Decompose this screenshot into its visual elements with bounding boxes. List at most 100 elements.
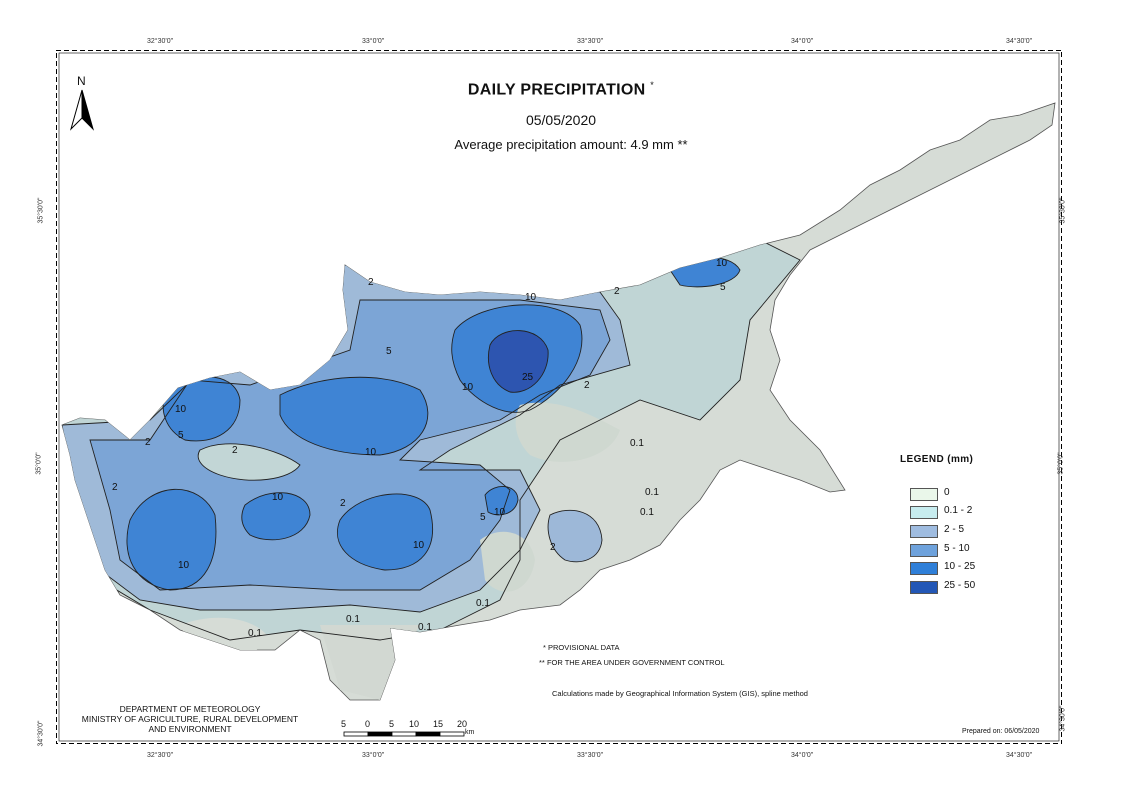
contour-label: 0.1	[645, 487, 659, 498]
zone-25-50	[488, 330, 549, 393]
longitude-label-top: 33°0'0"	[362, 38, 385, 45]
contour-label: 2	[368, 277, 374, 288]
legend-label: 0	[944, 487, 950, 498]
contour-label: 0.1	[346, 614, 360, 625]
department-line: AND ENVIRONMENT	[148, 724, 232, 734]
contour-label: 10	[175, 404, 187, 415]
longitude-label-bottom: 32°30'0"	[147, 752, 174, 759]
contour-label: 0.1	[630, 438, 644, 449]
contour-line	[126, 488, 217, 591]
contour-label: 10	[365, 447, 377, 458]
contour-label: 10	[716, 258, 728, 269]
contour-label: 0.1	[418, 622, 432, 633]
longitude-label-top: 34°0'0"	[791, 38, 814, 45]
department-block: DEPARTMENT OF METEOROLOGY MINISTRY OF AG…	[60, 704, 320, 734]
contour-line	[279, 376, 429, 456]
contour-line	[89, 299, 611, 591]
contour-label: 25	[522, 372, 534, 383]
contour-label: 2	[232, 445, 238, 456]
contour-label: 2	[340, 498, 346, 509]
scale-label: 10	[409, 719, 420, 729]
longitude-label-top: 32°30'0"	[147, 38, 174, 45]
title-text: DAILY PRECIPITATION	[467, 81, 646, 99]
zone-10-25	[337, 493, 433, 570]
contour-line	[241, 492, 311, 541]
contour-label: 0.1	[640, 507, 654, 518]
legend-label: 25 - 50	[944, 580, 976, 591]
longitude-label-bottom: 34°0'0"	[791, 752, 814, 759]
department-line: DEPARTMENT OF METEOROLOGY	[119, 704, 261, 714]
legend-label: 5 - 10	[944, 543, 970, 554]
contour-line	[451, 304, 583, 413]
contour-label: 10	[525, 292, 537, 303]
contour-label: 2	[112, 482, 118, 493]
map-title: DAILY PRECIPITATION *	[0, 80, 1122, 99]
legend-title: LEGEND (mm)	[900, 454, 974, 465]
average-precipitation: Average precipitation amount: 4.9 mm **	[454, 137, 688, 152]
contour-label: 2	[145, 437, 151, 448]
zone-0-low	[320, 625, 420, 700]
zone-10-25	[280, 377, 428, 455]
title-marker: *	[650, 80, 655, 90]
scale-label: 0	[365, 719, 371, 729]
contour-label: 2	[584, 380, 590, 391]
longitude-label-bottom: 34°30'0"	[1006, 752, 1033, 759]
longitude-label-bottom: 33°0'0"	[362, 752, 385, 759]
contour-label: 5	[720, 282, 726, 293]
area-note: ** FOR THE AREA UNDER GOVERNMENT CONTROL	[539, 658, 725, 667]
provisional-text: PROVISIONAL DATA	[548, 643, 620, 652]
scale-bar	[343, 731, 465, 737]
contour-label: 10	[178, 560, 190, 571]
contour-label: 0.1	[476, 598, 490, 609]
longitude-label-top: 33°30'0"	[577, 38, 604, 45]
contour-label: 0.1	[248, 628, 262, 639]
contour-label: 10	[272, 492, 284, 503]
legend-swatch	[910, 562, 938, 575]
contour-label: 10	[462, 382, 474, 393]
contour-line	[488, 330, 549, 393]
method-note: Calculations made by Geographical Inform…	[552, 689, 808, 698]
zone-10-25	[485, 486, 518, 515]
contour-label: 5	[386, 346, 392, 357]
contour-label: 5	[480, 512, 486, 523]
zone-10-25	[126, 489, 216, 590]
legend-swatch	[910, 506, 938, 519]
department-line: MINISTRY OF AGRICULTURE, RURAL DEVELOPME…	[81, 714, 299, 724]
legend-label: 0.1 - 2	[944, 505, 973, 516]
zone-10-25	[241, 492, 310, 540]
scale-label: 5	[389, 719, 395, 729]
longitude-label-bottom: 33°30'0"	[577, 752, 604, 759]
area-text: FOR THE AREA UNDER GOVERNMENT CONTROL	[546, 658, 725, 667]
contour-label: 2	[614, 286, 620, 297]
legend-label: 10 - 25	[944, 561, 976, 572]
longitude-label-top: 34°30'0"	[1006, 38, 1033, 45]
zone-0-low	[198, 443, 300, 481]
legend-swatch	[910, 488, 938, 501]
map-date: 05/05/2020	[525, 112, 597, 128]
scale-label: 15	[433, 719, 444, 729]
provisional-marker: *	[543, 643, 546, 652]
legend-label: 2 - 5	[944, 524, 965, 535]
provisional-note: * PROVISIONAL DATA	[543, 643, 620, 652]
scale-unit: km	[465, 729, 475, 736]
contour-label: 10	[494, 507, 506, 518]
zone-0-low	[515, 402, 620, 462]
legend-swatch	[910, 581, 938, 594]
contour-line	[337, 493, 434, 571]
scale-label: 5	[341, 719, 347, 729]
area-marker: **	[539, 658, 545, 667]
contour-label: 5	[178, 430, 184, 441]
contour-line	[547, 509, 603, 563]
contour-label: 10	[413, 540, 425, 551]
scale-label: 20	[457, 719, 468, 729]
north-arrow-icon	[69, 89, 95, 131]
legend-swatch	[910, 544, 938, 557]
prepared-date: Prepared on: 06/05/2020	[962, 728, 1040, 735]
contour-label: 2	[550, 542, 556, 553]
zone-0.1-2	[548, 510, 602, 562]
north-label: N	[77, 74, 86, 88]
contour-line	[484, 486, 519, 516]
legend-swatch	[910, 525, 938, 538]
contour-line	[197, 443, 301, 481]
